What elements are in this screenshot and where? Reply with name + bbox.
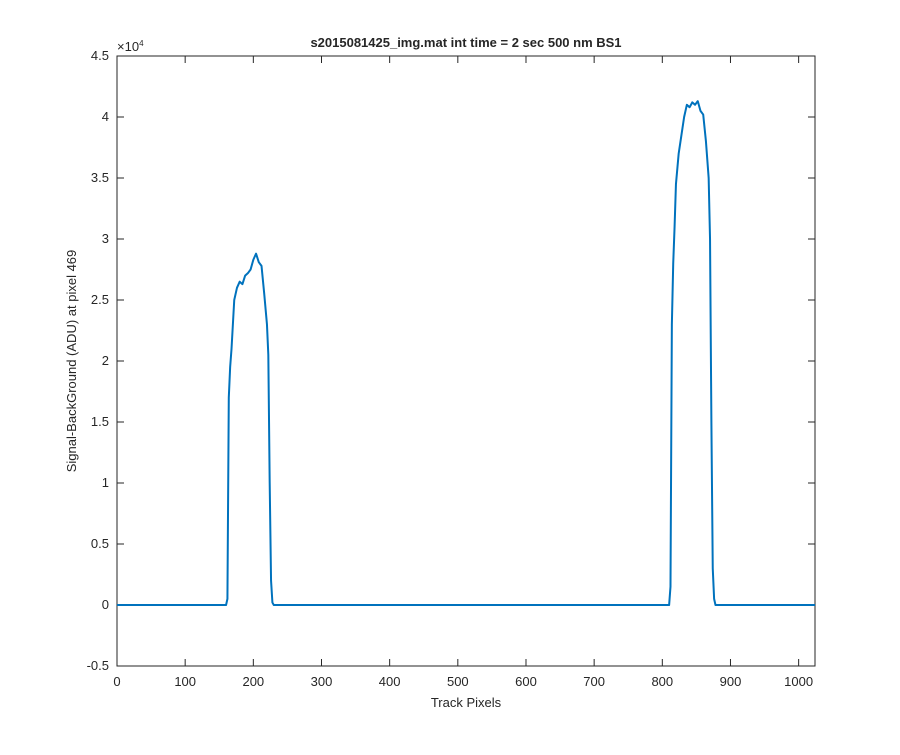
x-tick-label: 500 — [447, 674, 469, 689]
y-exponent-label: ×104 — [117, 39, 144, 54]
x-tick-label: 600 — [515, 674, 537, 689]
x-tick-label: 800 — [651, 674, 673, 689]
x-tick-label: 700 — [583, 674, 605, 689]
x-tick-label: 400 — [379, 674, 401, 689]
y-tick-labels: -0.5 0 0.5 1 1.5 2 2.5 3 3.5 4 4.5 — [87, 48, 109, 673]
y-tick-label: 2.5 — [91, 292, 109, 307]
x-tick-labels: 0 100 200 300 400 500 600 700 800 900 1000 — [113, 674, 813, 689]
y-exponent-power: 4 — [139, 39, 144, 48]
axis-ticks — [116, 55, 815, 667]
y-tick-label: 0 — [102, 597, 109, 612]
x-tick-label: 1000 — [784, 674, 813, 689]
x-tick-label: 200 — [242, 674, 264, 689]
signal-series-line — [117, 100, 815, 606]
y-exponent-base: ×10 — [117, 39, 139, 54]
x-tick-label: 300 — [311, 674, 333, 689]
y-tick-label: -0.5 — [87, 658, 109, 673]
x-tick-label: 900 — [720, 674, 742, 689]
plot-area — [116, 55, 816, 667]
x-tick-label: 0 — [113, 674, 120, 689]
y-axis-label: Signal-BackGround (ADU) at pixel 469 — [64, 250, 79, 473]
y-tick-label: 4 — [102, 109, 109, 124]
chart-title: s2015081425_img.mat int time = 2 sec 500… — [310, 35, 621, 50]
y-tick-label: 2 — [102, 353, 109, 368]
y-tick-label: 3 — [102, 231, 109, 246]
y-tick-label: 1.5 — [91, 414, 109, 429]
y-tick-label: 4.5 — [91, 48, 109, 63]
y-tick-label: 0.5 — [91, 536, 109, 551]
y-tick-label: 3.5 — [91, 170, 109, 185]
y-tick-label: 1 — [102, 475, 109, 490]
x-tick-label: 100 — [174, 674, 196, 689]
x-axis-label: Track Pixels — [431, 695, 502, 710]
